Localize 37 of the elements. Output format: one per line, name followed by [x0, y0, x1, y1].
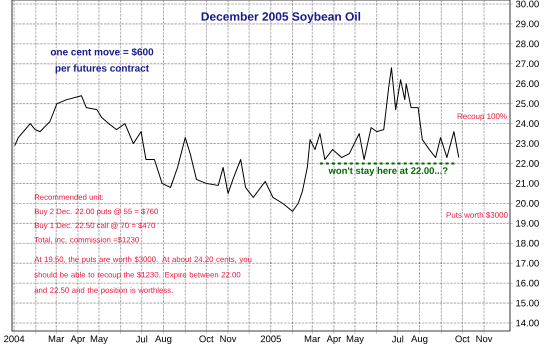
x-tick-label: May [346, 336, 364, 344]
x-tick-label: Jul [136, 336, 148, 342]
y-tick-label: 18.00 [516, 240, 539, 247]
x-tick-label: Jul [392, 336, 404, 342]
y-tick-label: 24.00 [516, 120, 539, 127]
y-tick-label: 30.00 [516, 0, 539, 8]
x-tick-label: Aug [155, 336, 172, 344]
x-tick-label: Oct [199, 336, 214, 342]
y-tick-label: 15.00 [516, 300, 539, 306]
y-tick-label: 17.00 [516, 260, 539, 267]
y-tick-label: 20.00 [516, 200, 539, 207]
y-tick-label: 26.00 [516, 80, 539, 88]
x-tick-label: 2005 [260, 336, 281, 342]
x-tick-label: 2004 [4, 336, 24, 342]
x-tick-label: Aug [411, 336, 428, 344]
y-tick-label: 28.00 [516, 40, 539, 48]
y-tick-label: 14.00 [516, 320, 539, 326]
series-label: won't stay here at 22.00...? [328, 167, 448, 176]
annotation: per futures contract [56, 64, 149, 74]
x-tick-label: Apr [326, 336, 342, 344]
x-tick-label: Mar [304, 336, 320, 342]
y-tick-label: 19.00 [516, 220, 539, 227]
y-tick-label: 21.00 [516, 180, 539, 187]
x-tick-label: Mar [48, 336, 64, 342]
y-tick-label: 16.00 [516, 280, 539, 286]
x-tick-label: May [90, 336, 108, 344]
x-tick-label: Oct [455, 336, 470, 342]
y-tick-label: 23.00 [516, 140, 539, 147]
y-tick-label: 22.00 [516, 160, 539, 167]
y-tick-label: 29.00 [516, 20, 539, 28]
y-tick-label: 27.00 [516, 60, 539, 68]
annotation: one cent move = $600 [50, 48, 154, 56]
text: December 2005 Soybean Oil [202, 12, 360, 24]
x-tick-label: Nov [476, 336, 492, 342]
x-tick-label: Apr [70, 336, 86, 344]
x-tick-label: Nov [220, 336, 236, 342]
y-tick-label: 25.00 [516, 100, 539, 108]
